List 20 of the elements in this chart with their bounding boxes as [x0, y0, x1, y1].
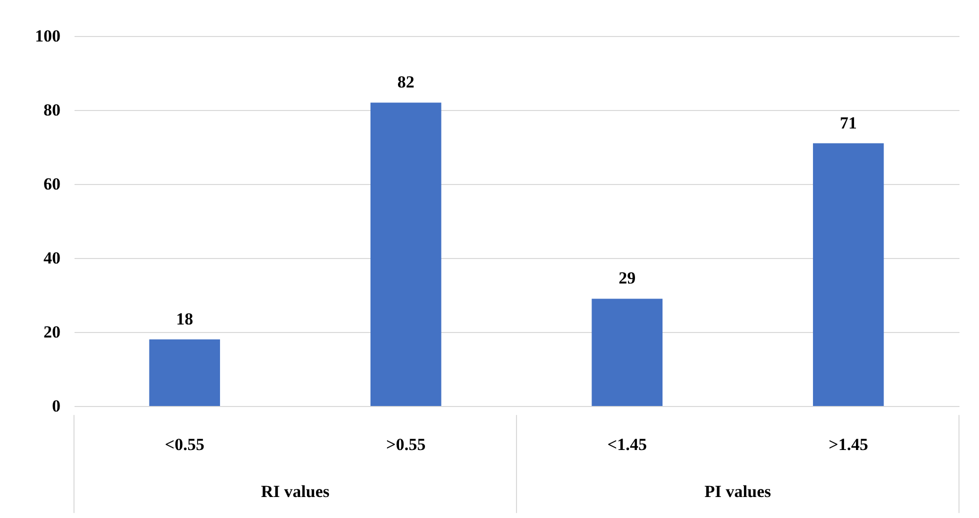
- text: RI values: [261, 482, 330, 501]
- y-tick-label: 20: [44, 322, 60, 342]
- y-tick-label: 80: [44, 100, 60, 120]
- data-label: 29: [618, 268, 636, 288]
- x-tick-label: >0.55: [386, 435, 426, 454]
- bar: [592, 298, 663, 406]
- bar: [812, 143, 884, 406]
- data-label: 18: [176, 309, 194, 328]
- x-tick-label: <0.55: [164, 435, 204, 454]
- y-tick-label: 100: [35, 26, 60, 46]
- x-tick-label: <1.45: [607, 435, 647, 454]
- bar: [149, 339, 220, 406]
- bar: [370, 102, 442, 406]
- y-tick-label: 0: [52, 396, 60, 416]
- data-label: 82: [397, 72, 414, 92]
- y-tick-label: 40: [44, 248, 60, 268]
- data-label: 71: [840, 113, 857, 132]
- text: PI values: [704, 482, 772, 501]
- y-tick-label: 60: [44, 174, 60, 194]
- x-tick-label: >1.45: [828, 435, 868, 454]
